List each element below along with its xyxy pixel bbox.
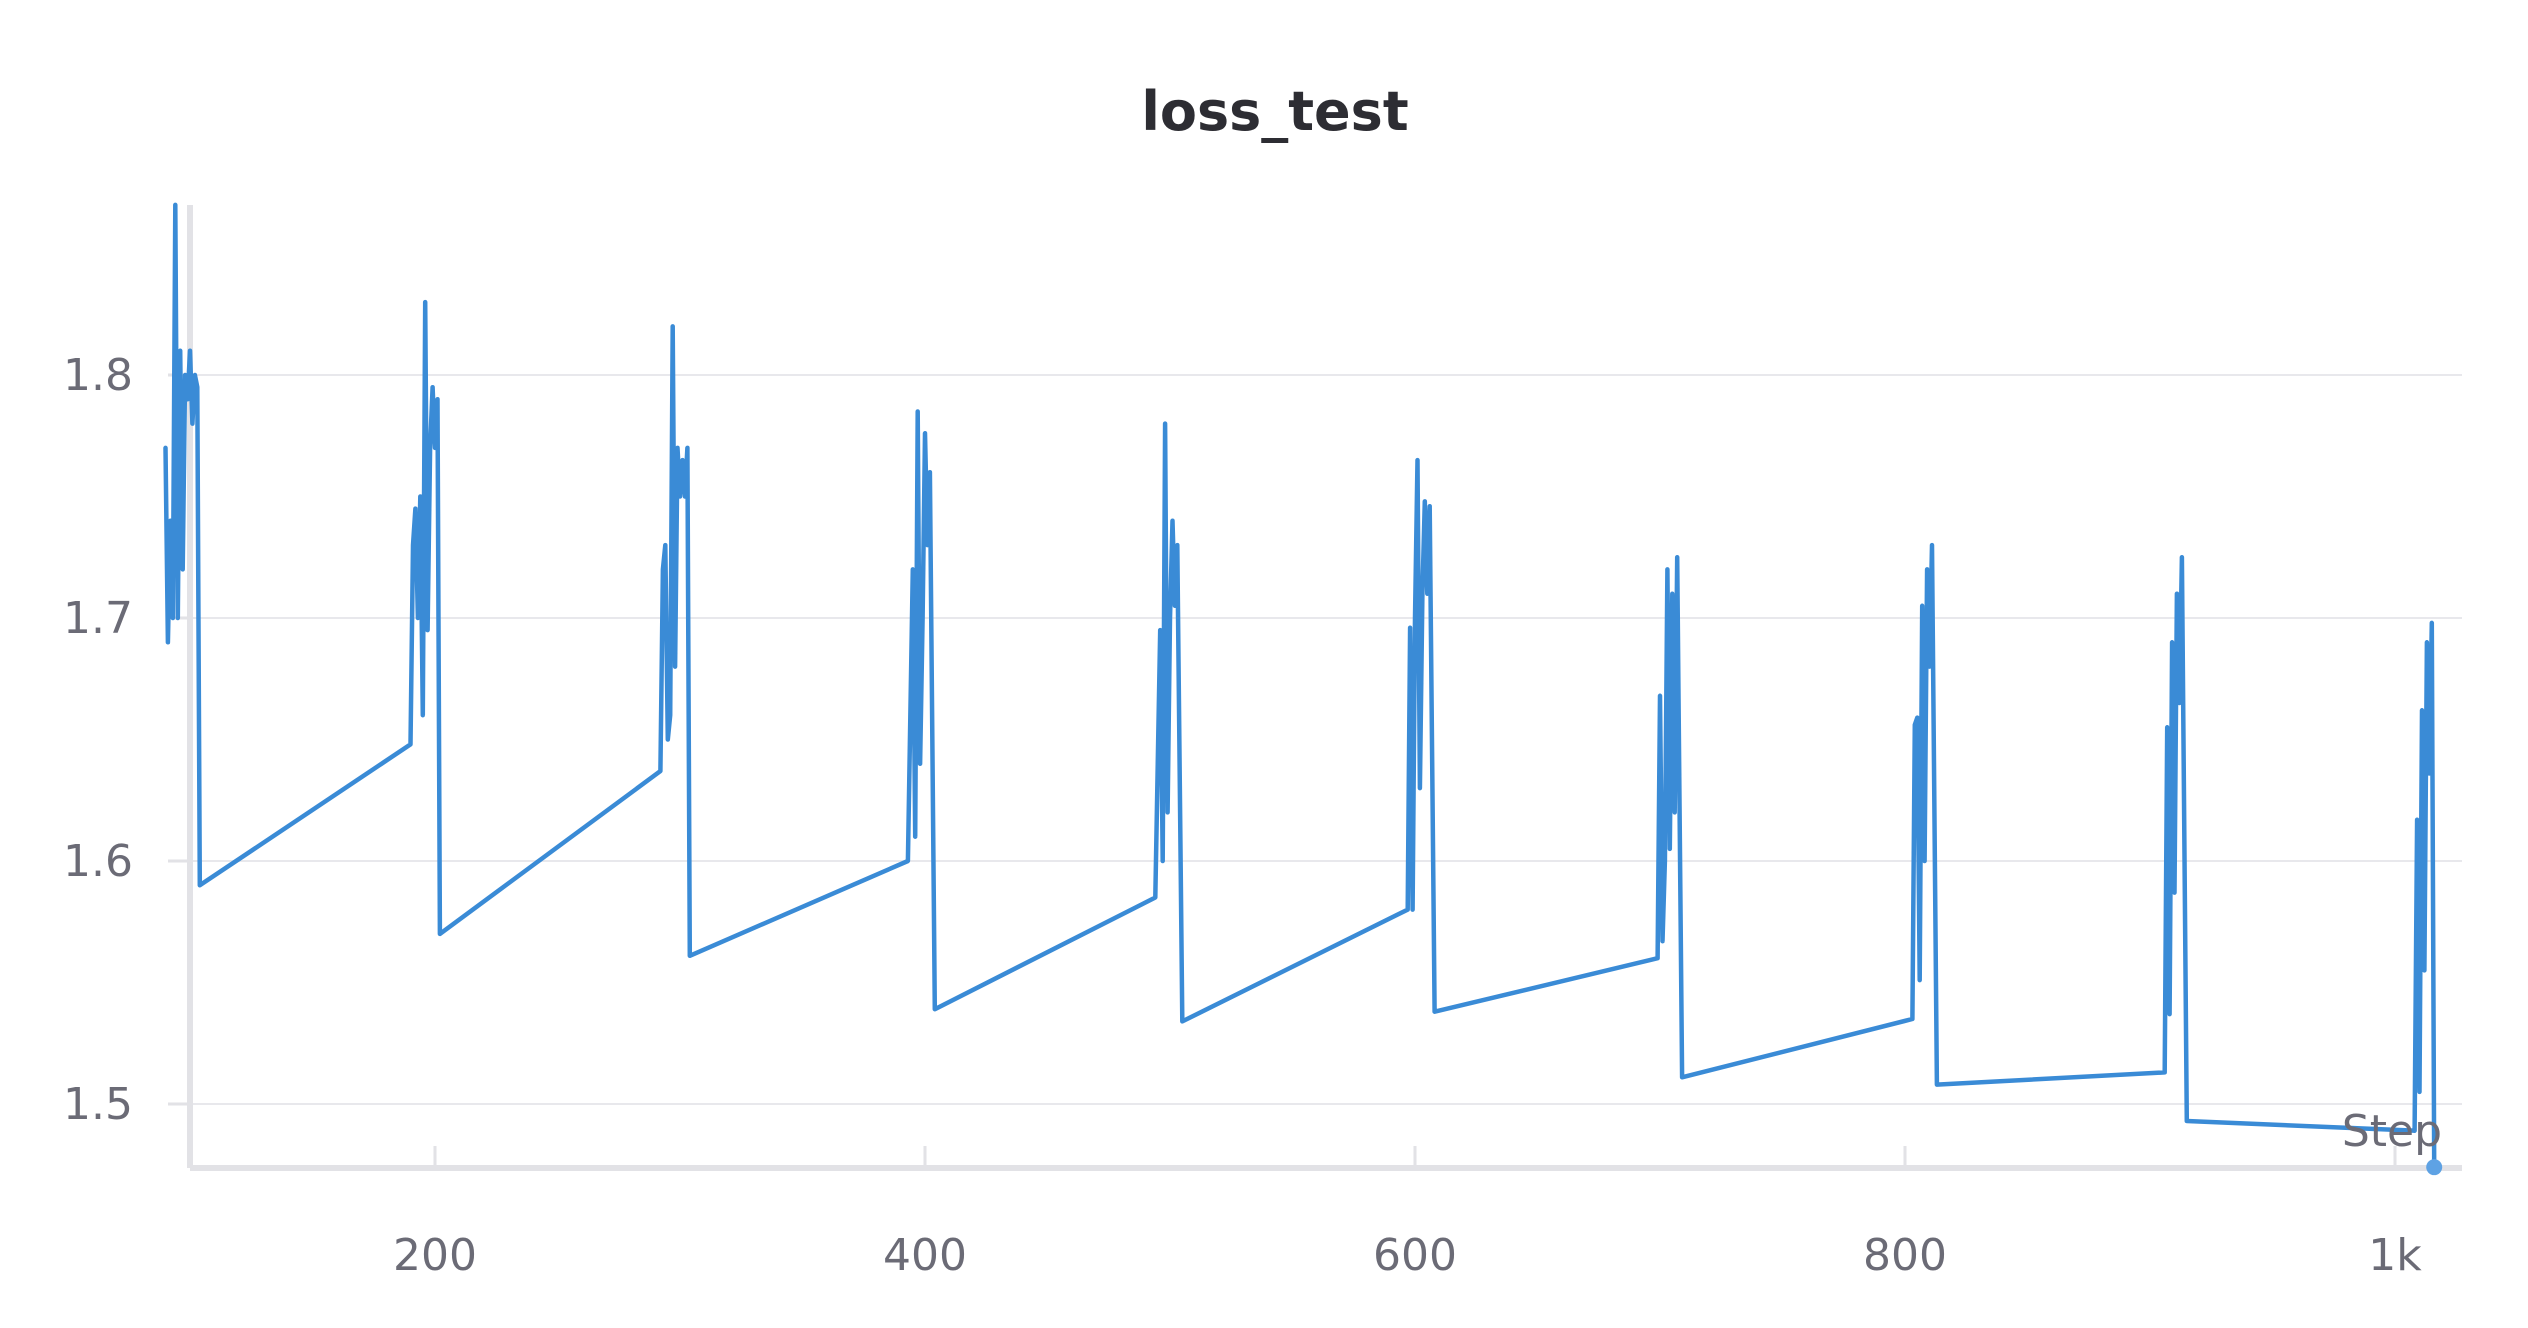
y-tick-label: 1.6 <box>63 836 133 887</box>
x-tick-label: 400 <box>883 1230 967 1281</box>
y-axis-ticks: 1.5 1.6 1.7 1.8 <box>63 350 190 1130</box>
axes <box>187 205 2462 1171</box>
x-tick-label: 200 <box>393 1230 477 1281</box>
y-tick-label: 1.8 <box>63 350 133 401</box>
x-axis-title: Step <box>2342 1106 2442 1157</box>
grid-lines <box>190 374 2462 1105</box>
y-tick-label: 1.7 <box>63 593 133 644</box>
x-tick-label: 600 <box>1373 1230 1457 1281</box>
x-axis-ticks: 200 400 600 800 1k <box>393 1146 2422 1281</box>
series-line <box>163 202 2437 1170</box>
x-tick-label: 800 <box>1863 1230 1947 1281</box>
y-tick-label: 1.5 <box>63 1079 133 1130</box>
series-end-point <box>2426 1159 2443 1176</box>
x-tick-label: 1k <box>2368 1230 2422 1281</box>
chart-title: loss_test <box>1141 80 1408 143</box>
series <box>163 202 2443 1176</box>
